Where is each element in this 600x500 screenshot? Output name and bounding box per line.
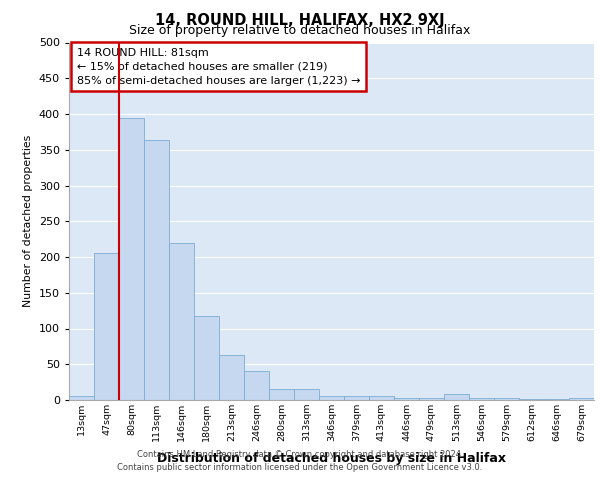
Bar <box>69 396 94 400</box>
Bar <box>244 372 269 400</box>
Bar <box>219 355 244 400</box>
Bar <box>269 390 294 400</box>
Text: Contains HM Land Registry data © Crown copyright and database right 2024.: Contains HM Land Registry data © Crown c… <box>137 450 463 459</box>
Bar <box>194 316 219 400</box>
Bar <box>519 398 544 400</box>
Bar <box>169 242 194 400</box>
Bar <box>344 396 369 400</box>
Bar <box>419 398 444 400</box>
Bar <box>494 398 519 400</box>
Bar <box>569 398 594 400</box>
Bar <box>394 398 419 400</box>
Text: 14 ROUND HILL: 81sqm
← 15% of detached houses are smaller (219)
85% of semi-deta: 14 ROUND HILL: 81sqm ← 15% of detached h… <box>77 48 361 86</box>
X-axis label: Distribution of detached houses by size in Halifax: Distribution of detached houses by size … <box>157 452 506 466</box>
Bar <box>294 390 319 400</box>
Bar <box>119 118 144 400</box>
Bar <box>469 398 494 400</box>
Text: Size of property relative to detached houses in Halifax: Size of property relative to detached ho… <box>130 24 470 37</box>
Bar <box>94 254 119 400</box>
Text: Contains public sector information licensed under the Open Government Licence v3: Contains public sector information licen… <box>118 462 482 471</box>
Bar <box>544 398 569 400</box>
Bar <box>444 394 469 400</box>
Bar <box>144 140 169 400</box>
Bar <box>319 396 344 400</box>
Text: 14, ROUND HILL, HALIFAX, HX2 9XJ: 14, ROUND HILL, HALIFAX, HX2 9XJ <box>155 12 445 28</box>
Y-axis label: Number of detached properties: Number of detached properties <box>23 135 33 308</box>
Bar <box>369 396 394 400</box>
